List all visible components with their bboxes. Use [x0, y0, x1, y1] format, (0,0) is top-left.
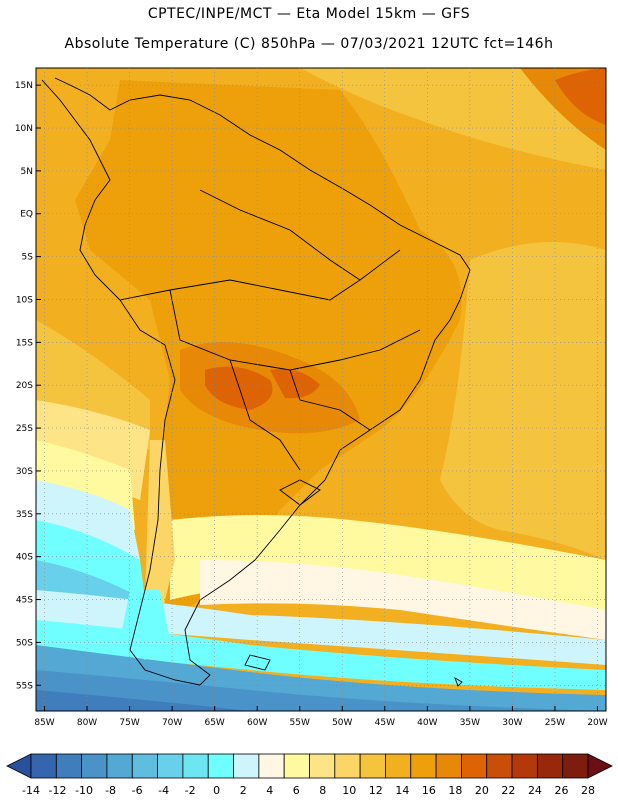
lat-label: 5N [21, 167, 33, 177]
colorbar-swatch-high [587, 753, 613, 779]
colorbar-label: 20 [475, 784, 489, 797]
colorbar-labels: -14 -12 -10 -8 -6 -4 -2 0 2 4 6 8 10 12 14 16 18 20 22 24 26… [22, 784, 595, 797]
colorbar-label: 2 [240, 784, 247, 797]
colorbar-label: 26 [554, 784, 568, 797]
graticule [36, 68, 606, 711]
colorbar-swatch [486, 753, 513, 779]
colorbar-swatch [207, 753, 234, 779]
colorbar-swatch [81, 753, 108, 779]
lat-label: 10S [16, 295, 33, 305]
colorbar-swatch [461, 753, 488, 779]
colorbar [6, 753, 613, 779]
lon-label: 65W [204, 718, 224, 728]
longitude-labels: 85W 80W 75W 70W 65W 60W 55W 50W 45W 40W 35W 30W 25W 2… [34, 718, 607, 728]
colorbar-swatch [258, 753, 285, 779]
colorbar-label: -12 [49, 784, 67, 797]
lat-label: 15N [15, 81, 33, 91]
lon-label: 20W [587, 718, 607, 728]
lon-label: 50W [332, 718, 352, 728]
colorbar-swatch [233, 753, 260, 779]
colorbar-label: -14 [22, 784, 40, 797]
colorbar-label: 22 [501, 784, 515, 797]
lon-label: 60W [247, 718, 267, 728]
lon-label: 85W [34, 718, 54, 728]
colorbar-label: -2 [185, 784, 196, 797]
colorbar-swatch [157, 753, 184, 779]
colorbar-label: -8 [105, 784, 116, 797]
colorbar-swatch-low [6, 753, 32, 779]
colorbar-label: 6 [293, 784, 300, 797]
colorbar-swatch [410, 753, 437, 779]
lon-label: 55W [290, 718, 310, 728]
colorbar-swatch [182, 753, 209, 779]
colorbar-swatch [334, 753, 361, 779]
lon-label: 40W [417, 718, 437, 728]
colorbar-swatch [511, 753, 538, 779]
colorbar-label: 8 [319, 784, 326, 797]
lon-label: 80W [77, 718, 97, 728]
lon-label: 45W [375, 718, 395, 728]
colorbar-label: 18 [448, 784, 462, 797]
lat-label: 50S [16, 638, 33, 648]
colorbar-swatch [106, 753, 133, 779]
lat-label: 15S [16, 338, 33, 348]
colorbar-label: 10 [342, 784, 356, 797]
lat-label: EQ [20, 210, 33, 220]
colorbar-label: 28 [581, 784, 595, 797]
lat-label: 40S [16, 553, 33, 563]
colorbar-swatch [30, 753, 57, 779]
colorbar-swatch [283, 753, 310, 779]
lat-label: 30S [16, 467, 33, 477]
colorbar-label: 12 [369, 784, 383, 797]
colorbar-swatch [562, 753, 589, 779]
colorbar-label: -10 [75, 784, 93, 797]
colorbar-swatch [131, 753, 158, 779]
chart-title-line1: CPTEC/INPE/MCT — Eta Model 15km — GFS [147, 6, 471, 22]
map-frame [35, 67, 607, 712]
colorbar-label: -4 [158, 784, 169, 797]
lat-label: 55S [16, 681, 33, 691]
lat-label: 45S [16, 596, 33, 606]
latitude-labels: 15N 10N 5N EQ 5S 10S 15S 20S 25S 30S 35S 40S 45S 50S 5… [15, 81, 33, 691]
lon-label: 30W [502, 718, 522, 728]
lat-label: 5S [22, 253, 34, 263]
colorbar-swatch [309, 753, 336, 779]
chart-title-line2: Absolute Temperature (C) 850hPa — 07/03/… [64, 36, 554, 52]
colorbar-label: 4 [266, 784, 273, 797]
colorbar-label: 24 [528, 784, 542, 797]
colorbar-swatch [536, 753, 564, 779]
lon-label: 75W [119, 718, 139, 728]
lat-label: 25S [16, 424, 33, 434]
temperature-field [36, 68, 606, 711]
lon-label: 70W [162, 718, 182, 728]
lon-label: 25W [545, 718, 565, 728]
colorbar-label: 0 [213, 784, 220, 797]
colorbar-label: 14 [395, 784, 409, 797]
colorbar-swatch [359, 753, 386, 779]
colorbar-label: -6 [132, 784, 143, 797]
colorbar-swatch [55, 753, 83, 779]
colorbar-label: 16 [422, 784, 436, 797]
lat-label: 10N [15, 124, 33, 134]
lat-label: 35S [16, 510, 33, 520]
lat-label: 20S [16, 381, 33, 391]
coastline-borders [41, 77, 471, 687]
lon-label: 35W [460, 718, 480, 728]
colorbar-swatch [435, 753, 462, 779]
colorbar-swatch [385, 753, 412, 779]
